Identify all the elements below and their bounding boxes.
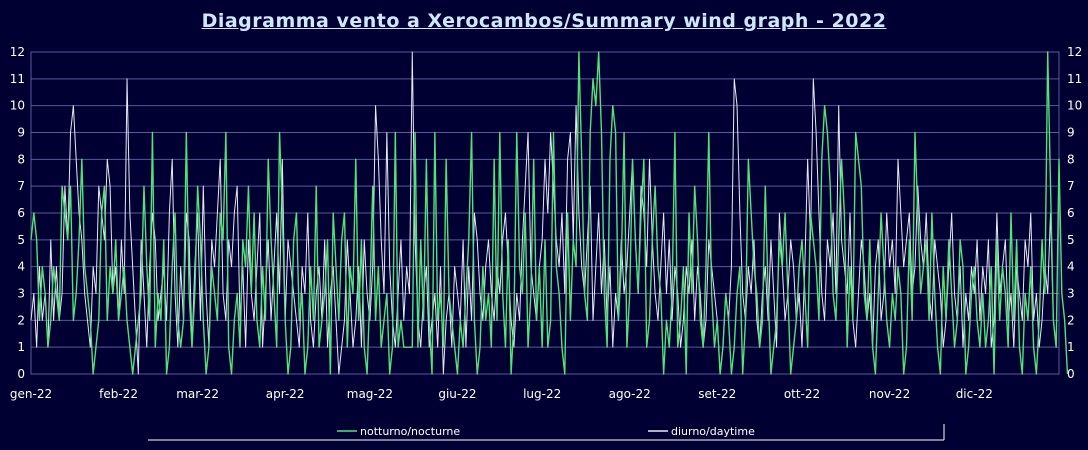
y-tick-right-2: 2 [1067,313,1075,327]
x-tick-apr-22: apr-22 [266,387,305,401]
y-tick-left-4: 4 [17,260,25,274]
y-tick-left-8: 8 [17,152,25,166]
y-tick-left-10: 10 [10,99,25,113]
y-tick-right-11: 11 [1067,72,1082,86]
y-tick-right-3: 3 [1067,287,1075,301]
y-tick-right-0: 0 [1067,367,1075,381]
series-line-daytime [30,51,1057,375]
x-tick-dic-22: dic-22 [956,387,993,401]
y-tick-left-9: 9 [17,126,25,140]
series-line-nocturne [30,51,1069,375]
y-tick-left-7: 7 [17,179,25,193]
x-tick-nov-22: nov-22 [869,387,910,401]
x-tick-giu-22: giu-22 [438,387,476,401]
x-tick-gen-22: gen-22 [10,387,52,401]
y-tick-left-0: 0 [17,367,25,381]
y-tick-right-8: 8 [1067,152,1075,166]
y-tick-right-9: 9 [1067,126,1075,140]
legend-label-daytime: diurno/daytime [671,425,755,438]
x-tick-mar-22: mar-22 [176,387,219,401]
series-layer [30,51,1069,375]
x-axis: gen-22 feb-22 mar-22 apr-22 mag-22 giu-22 lug-… [10,387,993,401]
y-tick-left-3: 3 [17,287,25,301]
y-tick-left-12: 12 [10,45,25,59]
y-tick-right-5: 5 [1067,233,1075,247]
y-tick-left-1: 1 [17,340,25,354]
chart-title: Diagramma vento a Xerocambos/Summary win… [201,10,887,32]
plot-area [30,51,1060,375]
legend: notturno/nocturne diurno/daytime [148,424,945,441]
y-tick-right-6: 6 [1067,206,1075,220]
y-tick-right-4: 4 [1067,260,1075,274]
y-tick-left-5: 5 [17,233,25,247]
x-tick-mag-22: mag-22 [347,387,393,401]
x-tick-set-22: set-22 [698,387,736,401]
y-tick-right-10: 10 [1067,99,1082,113]
legend-label-nocturne: notturno/nocturne [360,425,460,438]
x-tick-ott-22: ott-22 [784,387,820,401]
y-tick-left-6: 6 [17,206,25,220]
x-tick-lug-22: lug-22 [523,387,561,401]
y-tick-right-1: 1 [1067,340,1075,354]
y-tick-right-12: 12 [1067,45,1082,59]
x-tick-feb-22: feb-22 [99,387,138,401]
x-tick-ago-22: ago-22 [609,387,651,401]
y-tick-left-11: 11 [10,72,25,86]
y-tick-left-2: 2 [17,313,25,327]
y-tick-right-7: 7 [1067,179,1075,193]
